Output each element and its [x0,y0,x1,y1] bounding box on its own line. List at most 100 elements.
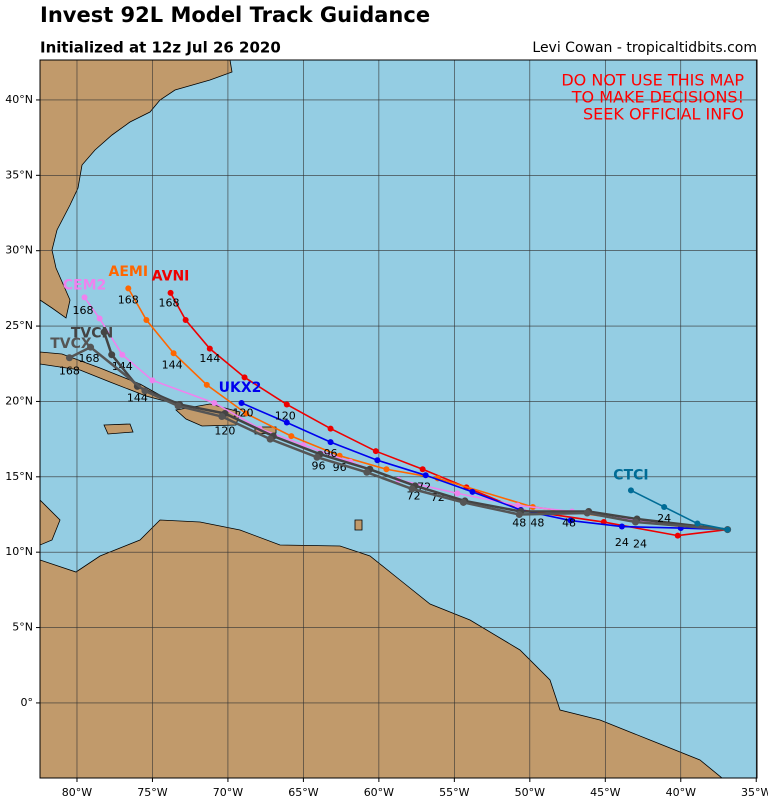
forecast-hour: 168 [73,304,94,317]
x-tick-label: 80°W [62,786,92,799]
track-point [459,498,467,506]
track-point [288,433,295,440]
model-name: TVCN [71,326,113,342]
grid [40,60,757,778]
track-point [81,294,88,301]
track-point [100,328,108,336]
title: Invest 92L Model Track Guidance [40,3,430,27]
forecast-hour: 120 [275,410,296,423]
track-point [203,381,210,388]
track-point [674,532,681,539]
x-tick-label: 50°W [515,786,545,799]
track-point [694,520,701,527]
credit: Levi Cowan - tropicaltidbits.com [532,40,757,56]
x-tick-label: 45°W [590,786,620,799]
track-point [724,526,731,533]
track-point [627,487,634,494]
y-tick-label: 5°N [12,621,33,634]
track-point [618,523,625,530]
track-point [182,317,189,324]
track-point [238,399,245,406]
track-point [283,401,290,408]
y-tick-label: 40°N [5,93,33,106]
forecast-hour: 120 [214,425,235,438]
model-name: UKX2 [219,380,262,396]
track-point [372,448,379,455]
track-line [630,489,728,531]
forecast-hour: 144 [162,358,183,371]
y-tick-label: 15°N [5,470,33,483]
track-point [125,285,132,292]
forecast-hour: 48 [562,517,576,530]
forecast-hour: 48 [530,517,544,530]
subtitle: Initialized at 12z Jul 26 2020 [40,39,281,57]
forecast-hour: 144 [199,352,220,365]
x-tick-label: 75°W [137,786,167,799]
model-name: TVCX [50,336,92,352]
track-point [374,457,381,464]
forecast-hour: 48 [512,517,526,530]
y-tick-label: 35°N [5,168,33,181]
y-tick-label: 10°N [5,545,33,558]
track-point [243,410,250,417]
track-point [149,377,156,384]
track-point [313,453,321,461]
track-point [363,468,371,476]
track-point [631,518,639,526]
track-point [408,485,416,493]
model-name: CTCI [613,467,648,483]
track-point [167,289,174,296]
x-tick-label: 35°W [741,786,768,799]
track-line [68,345,728,531]
track-point [96,315,103,322]
track-point [419,466,426,473]
x-tick-label: 55°W [439,786,469,799]
forecast-hour: 24 [633,538,647,551]
track-point [327,425,334,432]
track-point [469,488,476,495]
track-point [141,387,149,395]
y-tick-label: 25°N [5,319,33,332]
x-tick-label: 40°W [666,786,696,799]
track-point [211,399,218,406]
track-point [241,374,248,381]
y-tick-label: 0° [21,696,34,709]
track-point [327,439,334,446]
track-point [514,502,521,509]
track-point [266,435,274,443]
x-tick-label: 65°W [288,786,318,799]
track-point [218,413,226,421]
forecast-hour: 168 [118,293,139,306]
model-name: AEMI [109,264,149,280]
tracks: 24 144 168 AVNI 48 72 96 120 144 168 AEMI 144 168 CEM… [50,264,732,551]
track-point [661,503,668,510]
map-frame [39,59,758,779]
track-point [583,509,591,517]
model-name: CEM2 [63,277,107,293]
y-tick-label: 30°N [5,244,33,257]
forecast-hour: 96 [311,459,325,472]
x-tick-label: 70°W [213,786,243,799]
track-point [108,351,116,359]
warning-line: SEEK OFFICIAL INFO [583,105,744,124]
warning: DO NOT USE THIS MAP TO MAKE DECISIONS! S… [561,71,744,124]
track-point [87,343,95,351]
track-point [119,351,126,358]
warning-line: TO MAKE DECISIONS! [571,88,744,107]
forecast-hour: 168 [79,352,100,365]
x-tick-label: 60°W [364,786,394,799]
track-point [422,472,429,479]
forecast-hour: 72 [407,489,421,502]
track-point [454,490,461,497]
forecast-hour: 24 [615,536,629,549]
track-point [206,345,213,352]
track-point [65,354,73,362]
forecast-hour: 168 [59,364,80,377]
track-point [283,419,290,426]
forecast-hour: 144 [127,391,148,404]
track-point [143,317,150,324]
track-point [170,350,177,357]
forecast-hour: 24 [657,512,671,525]
track-point [567,517,574,524]
